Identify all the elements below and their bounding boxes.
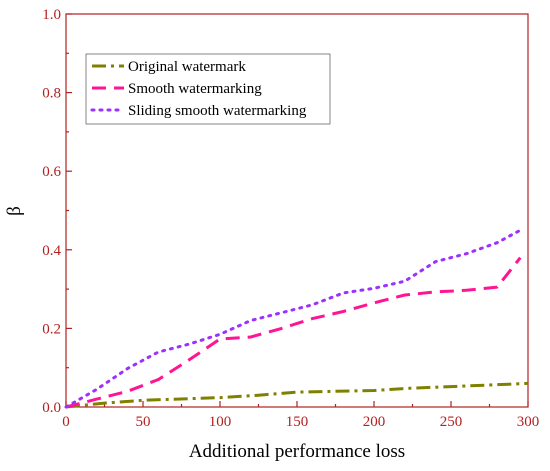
y-tick-label: 0.4 xyxy=(42,243,61,259)
y-tick-label: 0.6 xyxy=(42,164,61,180)
x-tick-label: 100 xyxy=(209,414,232,430)
x-tick-label: 200 xyxy=(363,414,386,430)
y-tick-label: 0.8 xyxy=(42,86,61,102)
x-axis-title: Additional performance loss xyxy=(189,441,405,462)
series-line-2 xyxy=(65,256,522,409)
y-tick-label: 0.2 xyxy=(42,321,61,337)
x-tick-label: 150 xyxy=(286,414,309,430)
legend-label-3: Sliding smooth watermarking xyxy=(128,103,307,119)
y-axis-title: β xyxy=(4,206,25,216)
y-tick-label: 0.0 xyxy=(42,400,61,416)
x-axis: 0 50 100 150 200 250 300 xyxy=(62,401,539,430)
x-tick-label: 250 xyxy=(440,414,463,430)
series-line-1 xyxy=(65,381,529,409)
x-tick-label: 300 xyxy=(517,414,540,430)
x-tick-label: 50 xyxy=(136,414,151,430)
y-tick-label: 1.0 xyxy=(42,7,61,23)
x-tick-label: 0 xyxy=(62,414,70,430)
legend-label-2: Smooth watermarking xyxy=(128,81,262,97)
legend-label-1: Original watermark xyxy=(128,59,246,75)
y-axis: 0.0 0.2 0.4 0.6 0.8 1.0 xyxy=(42,7,72,416)
legend-box xyxy=(85,53,331,125)
legend: Original watermark Smooth watermarking Sli… xyxy=(85,53,331,125)
series-layer xyxy=(64,228,529,409)
series-line-3 xyxy=(64,228,522,409)
